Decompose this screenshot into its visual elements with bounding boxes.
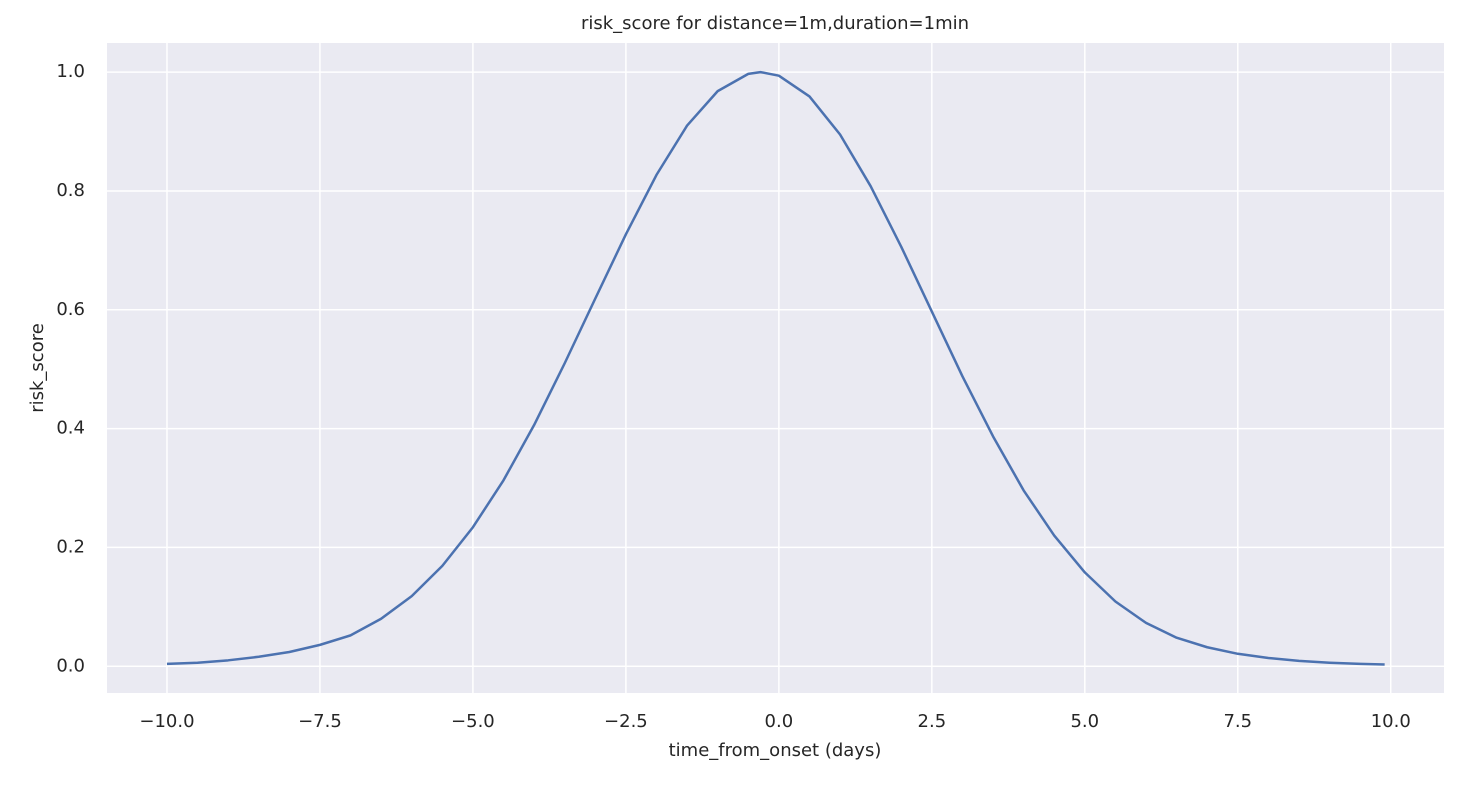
y-tick-label: 0.0 [56,655,85,676]
x-tick-label: −7.5 [298,711,342,732]
plot-area [107,43,1444,693]
x-tick-label: −2.5 [604,711,648,732]
y-tick-label: 0.8 [56,180,85,201]
line-series [166,70,1385,666]
x-tick-label: 7.5 [1223,711,1252,732]
y-tick-label: 0.4 [56,418,85,439]
x-tick-label: −10.0 [139,711,194,732]
x-tick-label: −5.0 [451,711,495,732]
x-tick-label: 10.0 [1371,711,1411,732]
y-axis-label: risk_score [27,323,48,413]
x-tick-label: 0.0 [765,711,794,732]
x-tick-label: 2.5 [918,711,947,732]
x-tick-label: 5.0 [1070,711,1099,732]
chart-title: risk_score for distance=1m,duration=1min [581,13,969,34]
x-axis-label: time_from_onset (days) [669,740,882,761]
y-tick-label: 0.6 [56,299,85,320]
y-tick-label: 1.0 [56,61,85,82]
y-tick-label: 0.2 [56,536,85,557]
